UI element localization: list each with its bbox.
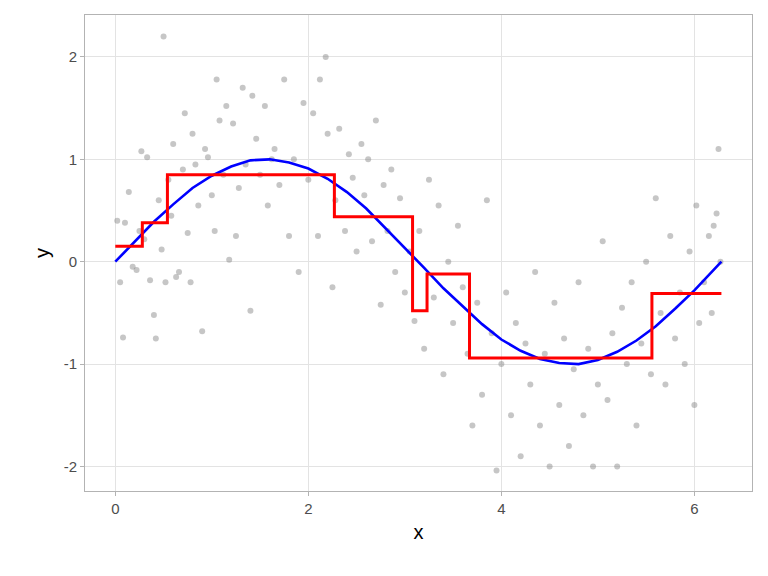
svg-text:-1: -1	[64, 355, 77, 372]
svg-text:x: x	[414, 521, 424, 543]
svg-text:0: 0	[111, 500, 119, 517]
svg-text:2: 2	[69, 48, 77, 65]
svg-text:-2: -2	[64, 458, 77, 475]
svg-text:y: y	[31, 248, 53, 258]
svg-text:4: 4	[497, 500, 505, 517]
svg-text:2: 2	[304, 500, 312, 517]
svg-text:6: 6	[690, 500, 698, 517]
svg-text:0: 0	[69, 253, 77, 270]
svg-text:1: 1	[69, 151, 77, 168]
